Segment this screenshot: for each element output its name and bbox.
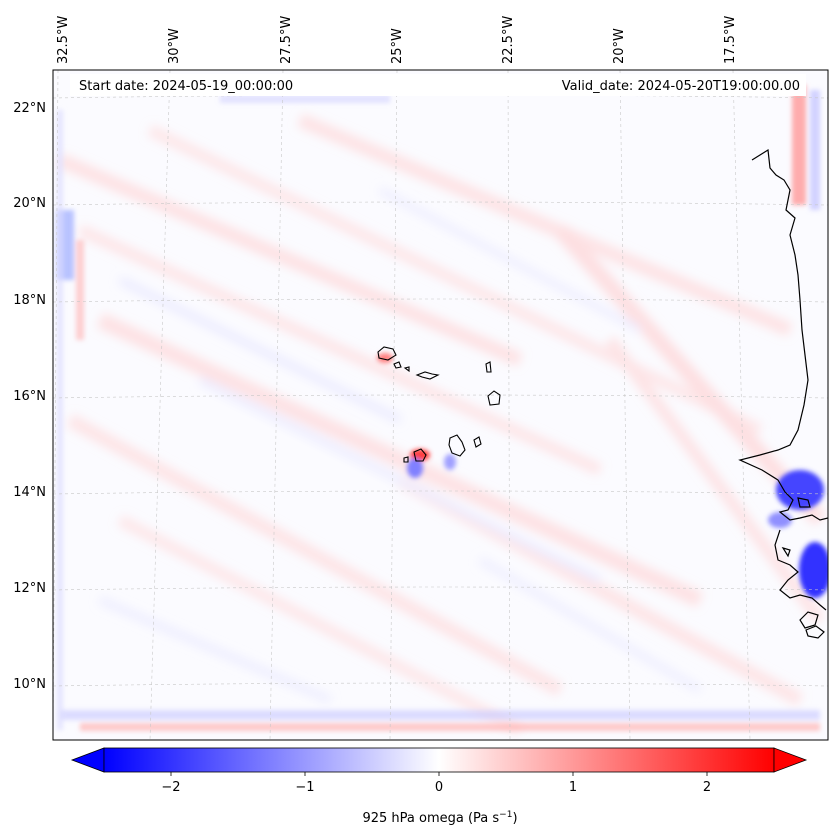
colorbar-tick-label: −2 <box>161 780 180 795</box>
colorbar-tick-label: 1 <box>569 780 577 795</box>
lon-label-32-5w: 32.5°W <box>56 16 71 64</box>
lon-label-27-5w: 27.5°W <box>279 16 294 64</box>
lat-label-12n: 12°N <box>13 581 46 596</box>
omega-field <box>57 113 826 736</box>
colorbar-max-extension <box>773 747 808 773</box>
lon-label-17-5w: 17.5°W <box>723 16 738 64</box>
lon-label-22-5w: 22.5°W <box>501 16 516 64</box>
lon-label-20w: 20°W <box>612 28 627 64</box>
island-sao-vicente <box>393 361 402 369</box>
map-panel <box>53 70 828 740</box>
colorbar-gradient <box>103 747 775 773</box>
island-santa-luzia <box>403 366 410 373</box>
lat-label-16n: 16°N <box>13 389 46 404</box>
lon-label-25w: 25°W <box>390 28 405 64</box>
island-sal <box>485 361 492 373</box>
lat-label-22n: 22°N <box>13 101 46 116</box>
colorbar-tick-marks <box>170 772 708 776</box>
cabo-verde-islands <box>377 346 501 463</box>
lon-label-30w: 30°W <box>167 28 182 64</box>
boundary-features <box>56 85 828 731</box>
colorbar: −2 −1 0 1 2 925 hPa omega (Pa s−1) <box>70 747 808 826</box>
colorbar-title: 925 hPa omega (Pa s−1) <box>362 810 517 826</box>
island-sao-nicolau <box>415 371 440 380</box>
island-santiago <box>448 434 466 457</box>
latitude-labels: 22°N 20°N 18°N 16°N 14°N 12°N 10°N <box>13 101 46 692</box>
colorbar-min-extension <box>70 747 105 773</box>
colorbar-tick-label: 0 <box>435 780 443 795</box>
island-fogo <box>413 448 427 462</box>
longitude-labels: 32.5°W 30°W 27.5°W 25°W 22.5°W 20°W 17.5… <box>56 16 738 64</box>
island-brava <box>403 456 409 463</box>
africa-coastline <box>738 148 828 521</box>
graticule <box>53 70 828 740</box>
colorbar-tick-label: 2 <box>703 780 711 795</box>
island-santo-antao <box>377 346 397 361</box>
coastlines <box>738 148 828 639</box>
lat-label-10n: 10°N <box>13 677 46 692</box>
island-boa-vista <box>487 390 501 406</box>
start-date-label: Start date: 2024-05-19_00:00:00 <box>79 79 293 94</box>
lat-label-14n: 14°N <box>13 485 46 500</box>
colorbar-tick-label: −1 <box>295 780 314 795</box>
island-maio <box>473 436 482 448</box>
date-header-box <box>70 74 806 96</box>
map-frame <box>52 69 829 741</box>
gambia-senegal-coast <box>774 529 827 611</box>
valid-date-label: Valid_date: 2024-05-20T19:00:00.00 <box>562 79 800 94</box>
lat-label-18n: 18°N <box>13 293 46 308</box>
lat-label-20n: 20°N <box>13 196 46 211</box>
